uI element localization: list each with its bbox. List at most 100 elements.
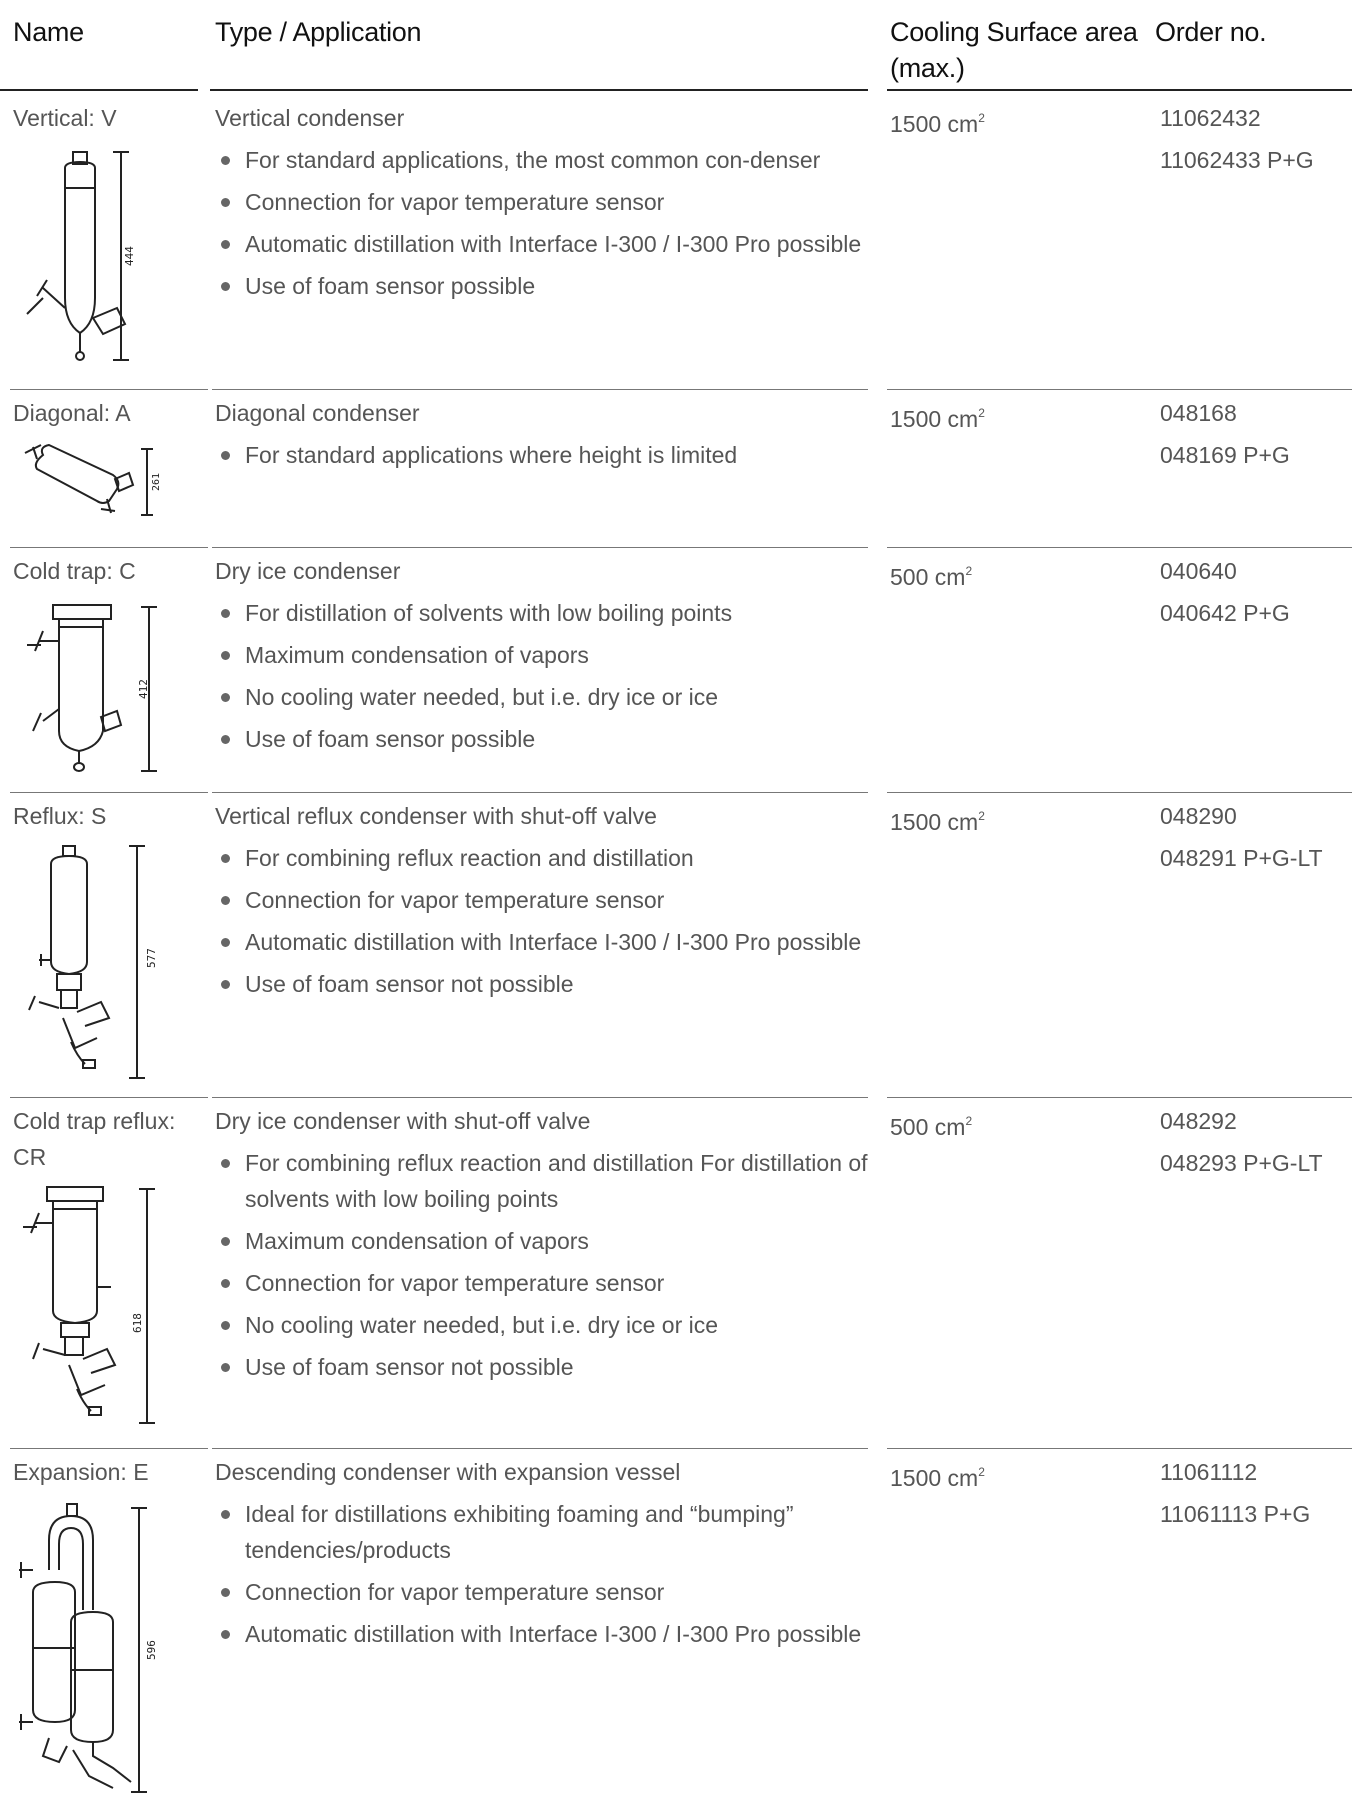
order-number: 040640 xyxy=(1160,558,1237,584)
row-cooling: 500 cm2 xyxy=(890,1103,1140,1145)
row-type-title: Dry ice condenser xyxy=(215,558,401,584)
cooling-exponent: 2 xyxy=(965,564,973,578)
row-type: Vertical condenser For standard applicat… xyxy=(215,100,875,310)
vertical-condenser-icon: 444 xyxy=(13,148,163,370)
dimension-label: 577 xyxy=(145,948,158,968)
cooling-exponent: 2 xyxy=(978,809,985,823)
header-rule xyxy=(1157,89,1352,91)
row-divider xyxy=(1157,1097,1352,1098)
row-divider xyxy=(887,547,1157,548)
bullet-item: For standard applications where height i… xyxy=(215,437,875,473)
row-order: 11062432 11062433 P+G xyxy=(1160,100,1360,184)
order-number: 11062433 P+G xyxy=(1160,147,1314,173)
bullet-item: Connection for vapor temperature sensor xyxy=(215,1265,875,1301)
order-number: 048291 P+G-LT xyxy=(1160,845,1323,871)
row-type-title: Diagonal condenser xyxy=(215,400,420,426)
order-number: 048292 xyxy=(1160,1108,1237,1134)
row-divider xyxy=(10,1097,208,1098)
row-divider xyxy=(1157,389,1352,390)
row-divider xyxy=(212,792,868,793)
bullet-item: For distillation of solvents with low bo… xyxy=(215,595,875,631)
row-type: Descending condenser with expansion vess… xyxy=(215,1454,875,1658)
order-number: 048293 P+G-LT xyxy=(1160,1150,1323,1176)
row-type: Diagonal condenser For standard applicat… xyxy=(215,395,875,479)
row-name: Diagonal: A xyxy=(13,400,131,426)
row-order: 040640 040642 P+G xyxy=(1160,553,1360,637)
bullet-list: For distillation of solvents with low bo… xyxy=(215,595,875,757)
bullet-item: Use of foam sensor possible xyxy=(215,268,875,304)
bullet-item: Use of foam sensor not possible xyxy=(215,966,875,1002)
bullet-item: Connection for vapor temperature sensor xyxy=(215,184,875,220)
bullet-item: No cooling water needed, but i.e. dry ic… xyxy=(215,1307,875,1343)
bullet-item: No cooling water needed, but i.e. dry ic… xyxy=(215,679,875,715)
cooling-value: 1500 cm xyxy=(890,111,979,137)
header-name: Name xyxy=(13,17,84,47)
row-divider xyxy=(212,1448,868,1449)
diagonal-condenser-icon: 261 xyxy=(13,439,163,521)
header-order: Order no. xyxy=(1155,17,1267,47)
cooling-exponent: 2 xyxy=(978,406,985,420)
row-order: 048292 048293 P+G-LT xyxy=(1160,1103,1360,1187)
bullet-item: Connection for vapor temperature sensor xyxy=(215,1574,875,1610)
reflux-condenser-icon: 577 xyxy=(13,842,163,1092)
row-order: 11061112 11061113 P+G xyxy=(1160,1454,1360,1538)
dimension-label: 412 xyxy=(137,679,150,699)
row-divider xyxy=(887,1448,1157,1449)
row-divider xyxy=(1157,1448,1352,1449)
header-rule xyxy=(887,89,1157,91)
row-divider xyxy=(1157,547,1352,548)
row-type-title: Vertical reflux condenser with shut-off … xyxy=(215,803,657,829)
dimension-label: 596 xyxy=(145,1640,158,1660)
row-cooling: 1500 cm2 xyxy=(890,1454,1140,1496)
row-divider xyxy=(887,389,1157,390)
bullet-item: Connection for vapor temperature sensor xyxy=(215,882,875,918)
row-type: Vertical reflux condenser with shut-off … xyxy=(215,798,875,1008)
cooling-value: 1500 cm xyxy=(890,406,979,432)
order-number: 11061112 xyxy=(1160,1459,1258,1485)
bullet-list: For standard applications, the most comm… xyxy=(215,142,875,304)
cooling-value: 500 cm xyxy=(890,1114,966,1140)
row-name: Reflux: S xyxy=(13,803,107,829)
bullet-list: Ideal for distillations exhibiting foami… xyxy=(215,1496,875,1652)
row-cooling: 1500 cm2 xyxy=(890,798,1140,840)
row-order: 048290 048291 P+G-LT xyxy=(1160,798,1360,882)
bullet-item: For combining reflux reaction and distil… xyxy=(215,1145,875,1217)
cooling-exponent: 2 xyxy=(978,111,985,125)
bullet-item: Automatic distillation with Interface I-… xyxy=(215,1616,875,1652)
order-number: 040642 P+G xyxy=(1160,600,1290,626)
dimension-label: 261 xyxy=(151,473,162,491)
cold-trap-icon: 412 xyxy=(13,601,163,779)
row-type-title: Vertical condenser xyxy=(215,105,405,131)
dimension-label: 618 xyxy=(131,1313,144,1333)
bullet-list: For standard applications where height i… xyxy=(215,437,875,473)
bullet-item: Maximum condensation of vapors xyxy=(215,637,875,673)
row-divider xyxy=(1157,792,1352,793)
bullet-item: Automatic distillation with Interface I-… xyxy=(215,924,875,960)
row-divider xyxy=(887,1097,1157,1098)
header-type: Type / Application xyxy=(215,17,422,47)
order-number: 048290 xyxy=(1160,803,1237,829)
cooling-value: 1500 cm xyxy=(890,809,979,835)
row-name: Cold trap: C xyxy=(13,558,136,584)
cooling-value: 1500 cm xyxy=(890,1465,979,1491)
row-type: Dry ice condenser with shut-off valve Fo… xyxy=(215,1103,875,1391)
row-divider xyxy=(10,792,208,793)
row-cooling: 1500 cm2 xyxy=(890,395,1140,437)
row-divider xyxy=(10,547,208,548)
cooling-exponent: 2 xyxy=(965,1114,973,1128)
order-number: 11061113 P+G xyxy=(1160,1501,1311,1527)
row-name: Cold trap reflux: CR xyxy=(13,1108,176,1170)
row-divider xyxy=(887,792,1157,793)
row-cooling: 1500 cm2 xyxy=(890,100,1140,142)
header-cooling: Cooling Surface area (max.) xyxy=(890,17,1138,83)
bullet-item: Use of foam sensor possible xyxy=(215,721,875,757)
bullet-item: For standard applications, the most comm… xyxy=(215,142,875,178)
row-name: Expansion: E xyxy=(13,1459,149,1485)
cooling-exponent: 2 xyxy=(978,1465,985,1479)
dimension-label: 444 xyxy=(123,246,136,266)
row-name: Vertical: V xyxy=(13,105,117,131)
bullet-item: Automatic distillation with Interface I-… xyxy=(215,226,875,262)
row-type-title: Dry ice condenser with shut-off valve xyxy=(215,1108,591,1134)
bullet-item: Maximum condensation of vapors xyxy=(215,1223,875,1259)
